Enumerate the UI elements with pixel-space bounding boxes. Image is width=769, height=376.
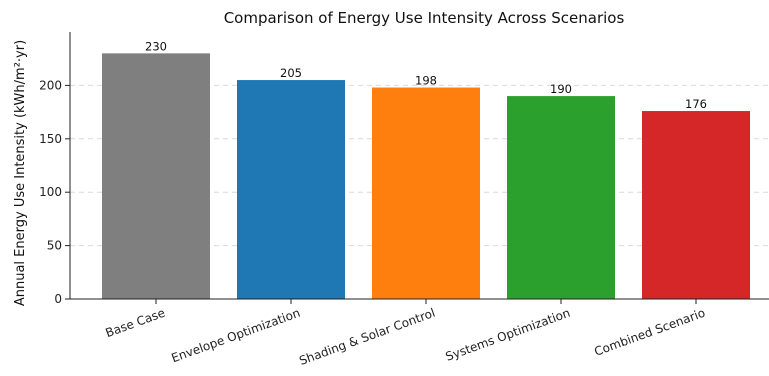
data-labels: 230 205 198 190 176 (145, 39, 707, 111)
x-tick-label: Combined Scenario (592, 306, 707, 359)
x-tick-label: Shading & Solar Control (297, 306, 437, 368)
y-axis-label: Annual Energy Use Intensity (kWh/m²·yr) (13, 40, 28, 306)
y-tick-label: 50 (47, 239, 62, 253)
axes (69, 32, 769, 300)
bars (102, 53, 750, 299)
bar (507, 96, 615, 299)
bar-value-label: 190 (550, 82, 572, 96)
bar-value-label: 230 (145, 39, 167, 53)
bar-value-label: 205 (280, 66, 302, 80)
bar-value-label: 198 (415, 74, 437, 88)
chart-title: Comparison of Energy Use Intensity Acros… (224, 9, 625, 27)
x-tick-label: Base Case (104, 306, 167, 340)
y-tick-label: 200 (39, 78, 62, 92)
bar (642, 111, 750, 299)
y-tick-label: 150 (39, 132, 62, 146)
bar (372, 87, 480, 299)
x-tick-label: Systems Optimization (444, 306, 572, 364)
x-tick-label: Envelope Optimization (169, 306, 302, 366)
y-ticks: 0 50 100 150 200 (39, 78, 70, 306)
bar-value-label: 176 (685, 97, 707, 111)
bar (102, 53, 210, 299)
y-tick-label: 100 (39, 185, 62, 199)
bar (237, 80, 345, 299)
y-tick-label: 0 (54, 292, 62, 306)
